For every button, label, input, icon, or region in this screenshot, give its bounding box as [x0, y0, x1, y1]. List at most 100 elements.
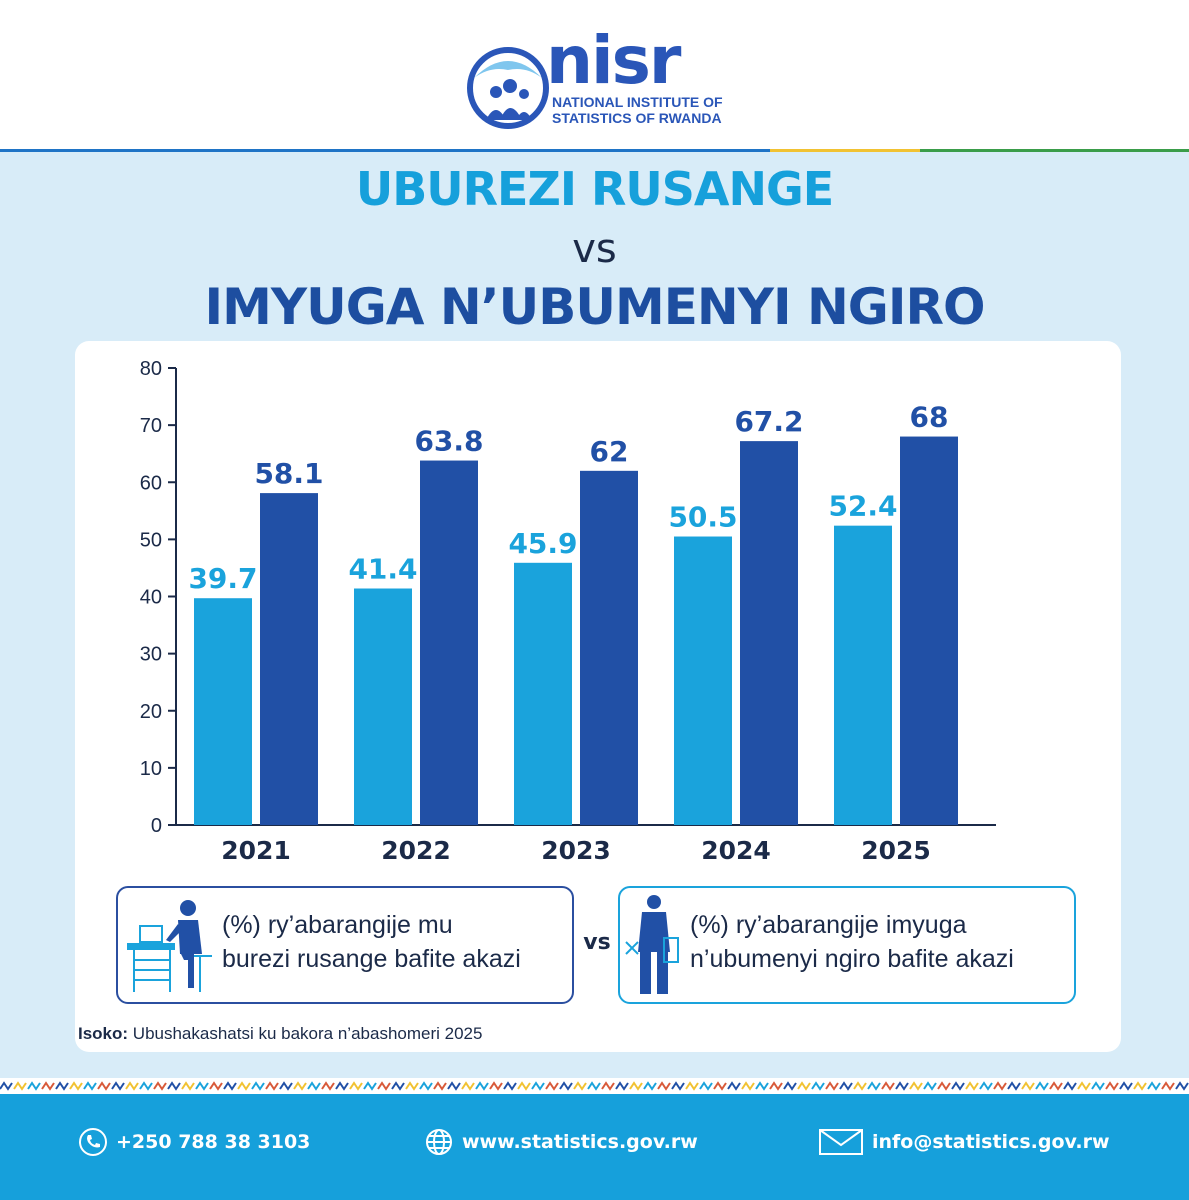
- bar-2024-series-2: [740, 441, 798, 825]
- pattern-zigzag: [349, 1081, 363, 1091]
- pattern-zigzag: [307, 1081, 321, 1091]
- globe-icon: [426, 1129, 452, 1155]
- pattern-zigzag: [965, 1081, 979, 1091]
- pattern-zigzag: [251, 1081, 265, 1091]
- pattern-zigzag: [853, 1081, 867, 1091]
- pattern-zigzag: [895, 1081, 909, 1091]
- footer-phone-text: +250 788 38 3103: [116, 1131, 311, 1153]
- data-label: 41.4: [348, 553, 417, 586]
- pattern-zigzag: [1077, 1081, 1091, 1091]
- y-tick-label: 70: [140, 415, 162, 437]
- bar-2023-series-2: [580, 470, 638, 825]
- bar-2025-series-1: [834, 525, 892, 825]
- pattern-zigzag: [1035, 1081, 1049, 1091]
- legend-left-line2: burezi rusange bafite akazi: [222, 945, 521, 973]
- pattern-zigzag: [1105, 1081, 1119, 1091]
- header-divider-yellow: [770, 149, 920, 152]
- source-text: Ubushakashatsi ku bakora n’abashomeri 20…: [128, 1024, 483, 1043]
- x-tick-label: 2021: [221, 836, 291, 865]
- pattern-zigzag: [335, 1081, 349, 1091]
- logo-subtitle: NATIONAL INSTITUTE OF STATISTICS OF RWAN…: [552, 94, 723, 126]
- pattern-zigzag: [769, 1081, 783, 1091]
- legend-right-text: (%) ry’abarangije imyuga n’ubumenyi ngir…: [690, 908, 1014, 976]
- pattern-zigzag: [41, 1081, 55, 1091]
- technician-icon: [625, 895, 679, 994]
- title-general-education: UBUREZI RUSANGE: [355, 162, 834, 216]
- pattern-zigzag: [839, 1081, 853, 1091]
- nisr-logo: nisr NATIONAL INSTITUTE OF STATISTICS OF…: [466, 28, 736, 132]
- y-tick-label: 0: [151, 815, 162, 837]
- pattern-zigzag: [363, 1081, 377, 1091]
- pattern-zigzag: [1063, 1081, 1077, 1091]
- logo-emblem-icon: [467, 47, 549, 129]
- y-tick-label: 40: [140, 587, 162, 609]
- footer-website[interactable]: www.statistics.gov.rw: [424, 1126, 698, 1158]
- pattern-zigzag: [1007, 1081, 1021, 1091]
- footer-email[interactable]: info@statistics.gov.rw: [818, 1126, 1110, 1158]
- y-tick-label: 50: [140, 529, 162, 551]
- legend-right-line2: n’ubumenyi ngiro bafite akazi: [690, 945, 1014, 973]
- pattern-zigzag: [195, 1081, 209, 1091]
- pattern-zigzag: [699, 1081, 713, 1091]
- pattern-zigzag: [321, 1081, 335, 1091]
- logo-subtitle-line2: STATISTICS OF RWANDA: [552, 110, 722, 126]
- pattern-zigzag: [69, 1081, 83, 1091]
- pattern-zigzag: [391, 1081, 405, 1091]
- legend-general-education: (%) ry’abarangije mu burezi rusange bafi…: [116, 886, 574, 1004]
- pattern-zigzag: [727, 1081, 741, 1091]
- pattern-zigzag: [671, 1081, 685, 1091]
- footer-phone[interactable]: +250 788 38 3103: [78, 1126, 310, 1158]
- pattern-zigzag: [475, 1081, 489, 1091]
- pattern-zigzag: [643, 1081, 657, 1091]
- pattern-zigzag: [97, 1081, 111, 1091]
- pattern-zigzag: [279, 1081, 293, 1091]
- legend-vs: vs: [583, 930, 611, 955]
- title-tvet: IMYUGA N’UBUMENYI NGIRO: [204, 278, 986, 336]
- logo-subtitle-line1: NATIONAL INSTITUTE OF: [552, 94, 723, 110]
- header: nisr NATIONAL INSTITUTE OF STATISTICS OF…: [0, 0, 1189, 150]
- pattern-zigzag: [13, 1081, 27, 1091]
- pattern-zigzag: [293, 1081, 307, 1091]
- pattern-zigzag: [181, 1081, 195, 1091]
- y-tick-label: 20: [140, 701, 162, 723]
- pattern-zigzag: [811, 1081, 825, 1091]
- source-label: Isoko:: [78, 1024, 129, 1043]
- x-tick-label: 2023: [541, 836, 611, 865]
- data-label: 45.9: [508, 527, 577, 560]
- pattern-zigzag: [741, 1081, 755, 1091]
- bar-2023-series-1: [514, 562, 572, 825]
- bar-2022-series-2: [420, 460, 478, 825]
- bar-2024-series-1: [674, 536, 732, 825]
- x-tick-label: 2024: [701, 836, 771, 865]
- data-label: 50.5: [668, 501, 737, 534]
- legend-right-line1: (%) ry’abarangije imyuga: [690, 911, 967, 939]
- pattern-zigzag: [657, 1081, 671, 1091]
- bar-2022-series-1: [354, 588, 412, 825]
- pattern-zigzag: [223, 1081, 237, 1091]
- bar-2021-series-2: [260, 493, 318, 825]
- pattern-zigzag: [447, 1081, 461, 1091]
- pattern-zigzag: [783, 1081, 797, 1091]
- pattern-zigzag: [153, 1081, 167, 1091]
- pattern-zigzag: [993, 1081, 1007, 1091]
- legend-tvet: (%) ry’abarangije imyuga n’ubumenyi ngir…: [618, 886, 1076, 1004]
- pattern-zigzag: [209, 1081, 223, 1091]
- office-worker-icon: [127, 900, 212, 992]
- pattern-zigzag: [111, 1081, 125, 1091]
- pattern-zigzag: [433, 1081, 447, 1091]
- pattern-zigzag: [937, 1081, 951, 1091]
- pattern-zigzag: [503, 1081, 517, 1091]
- y-tick-label: 30: [140, 644, 162, 666]
- envelope-icon: [819, 1129, 863, 1155]
- y-tick-label: 80: [140, 358, 162, 380]
- header-divider-blue: [0, 149, 770, 152]
- pattern-zigzag: [881, 1081, 895, 1091]
- pattern-zigzag: [559, 1081, 573, 1091]
- pattern-zigzag: [405, 1081, 419, 1091]
- data-label: 58.1: [254, 457, 323, 490]
- data-label: 52.4: [828, 490, 897, 523]
- phone-icon: [79, 1128, 107, 1156]
- footer-website-text: www.statistics.gov.rw: [462, 1131, 698, 1153]
- pattern-zigzag: [0, 1081, 13, 1091]
- pattern-zigzag: [489, 1081, 503, 1091]
